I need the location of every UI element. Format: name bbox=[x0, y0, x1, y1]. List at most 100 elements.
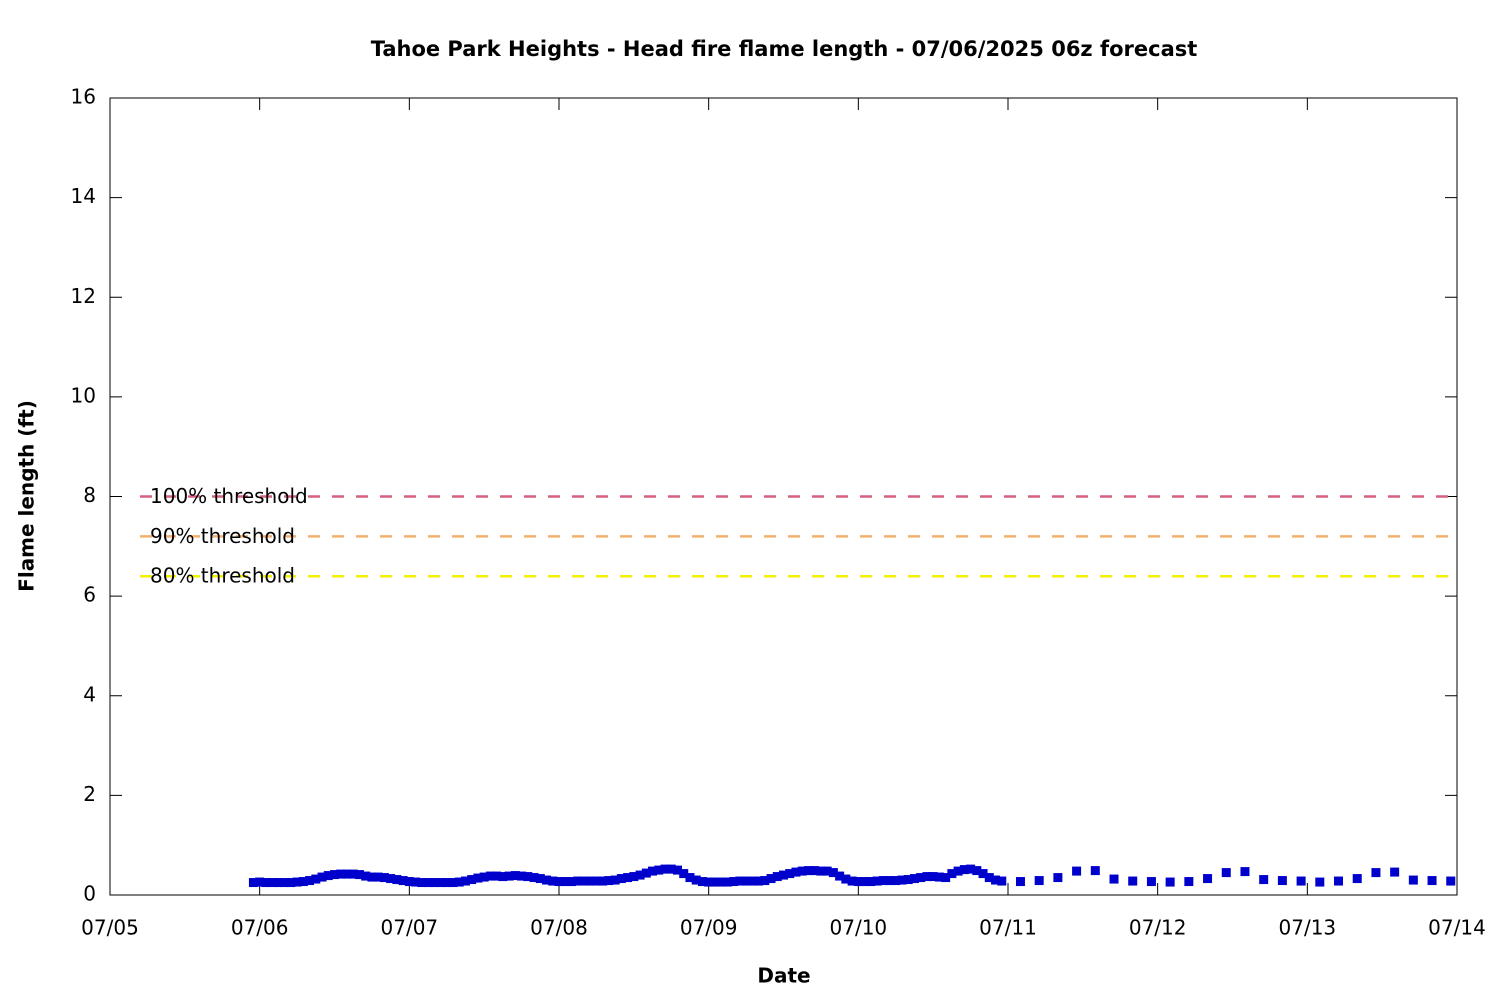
data-point bbox=[1109, 874, 1119, 884]
data-point bbox=[1128, 876, 1138, 886]
data-point bbox=[248, 878, 258, 888]
data-point bbox=[941, 873, 951, 883]
data-point bbox=[286, 878, 296, 888]
data-point bbox=[741, 876, 751, 886]
data-point bbox=[972, 866, 982, 876]
data-point bbox=[1315, 877, 1325, 887]
x-tick-label: 07/07 bbox=[381, 916, 439, 940]
y-tick-label: 14 bbox=[71, 184, 96, 208]
data-point bbox=[691, 875, 701, 885]
data-point bbox=[860, 877, 870, 887]
data-point bbox=[342, 869, 352, 879]
data-point bbox=[779, 870, 788, 880]
data-point bbox=[473, 873, 483, 883]
data-point bbox=[323, 871, 333, 881]
data-point bbox=[1277, 876, 1287, 886]
data-point bbox=[317, 872, 327, 882]
data-point bbox=[529, 873, 539, 883]
data-point bbox=[392, 875, 402, 885]
chart-title: Tahoe Park Heights - Head fire flame len… bbox=[371, 37, 1198, 61]
data-point bbox=[336, 869, 346, 879]
data-point bbox=[903, 875, 913, 885]
data-point bbox=[498, 872, 508, 882]
x-axis-label: Date bbox=[757, 964, 810, 988]
data-point bbox=[591, 876, 601, 886]
data-point bbox=[710, 877, 720, 887]
data-point bbox=[398, 876, 408, 886]
data-point bbox=[791, 867, 801, 877]
data-point bbox=[654, 865, 664, 875]
data-point bbox=[1072, 866, 1082, 876]
data-point bbox=[978, 869, 988, 879]
data-point bbox=[411, 877, 421, 887]
data-point bbox=[560, 877, 570, 887]
data-point bbox=[1408, 875, 1418, 885]
data-point bbox=[585, 876, 595, 886]
data-point bbox=[566, 877, 576, 887]
data-point bbox=[835, 871, 845, 881]
y-tick-label: 8 bbox=[83, 483, 96, 507]
data-point bbox=[1090, 866, 1100, 876]
y-tick-label: 12 bbox=[71, 284, 96, 308]
data-point bbox=[1427, 876, 1437, 886]
y-tick-label: 6 bbox=[83, 583, 96, 607]
data-point bbox=[298, 877, 308, 887]
data-point bbox=[460, 876, 470, 886]
data-point bbox=[510, 871, 520, 881]
y-tick-label: 16 bbox=[71, 85, 96, 109]
data-point bbox=[685, 873, 695, 883]
data-point bbox=[485, 871, 495, 881]
data-point bbox=[966, 864, 976, 874]
data-point bbox=[417, 878, 427, 888]
data-point bbox=[479, 872, 489, 882]
data-point bbox=[1146, 877, 1156, 887]
data-point bbox=[436, 878, 446, 888]
data-point bbox=[766, 874, 776, 884]
data-point bbox=[504, 871, 514, 881]
y-tick-label: 0 bbox=[83, 882, 96, 906]
threshold-label: 100% threshold bbox=[150, 484, 308, 508]
data-point bbox=[616, 874, 626, 884]
data-point bbox=[841, 874, 851, 884]
data-point bbox=[928, 872, 938, 882]
threshold-label: 90% threshold bbox=[150, 524, 295, 548]
data-point bbox=[735, 876, 745, 886]
data-point bbox=[348, 869, 358, 879]
data-point bbox=[354, 870, 364, 880]
data-point bbox=[1015, 877, 1025, 887]
data-point bbox=[716, 877, 726, 887]
data-point bbox=[909, 874, 919, 884]
data-point bbox=[897, 875, 907, 885]
data-point bbox=[747, 876, 757, 886]
data-point bbox=[1390, 867, 1400, 877]
data-point bbox=[1203, 874, 1213, 884]
data-point bbox=[997, 876, 1007, 886]
x-tick-label: 07/06 bbox=[231, 916, 289, 940]
data-point bbox=[878, 876, 888, 886]
data-point bbox=[429, 878, 439, 888]
data-point bbox=[367, 872, 377, 882]
x-tick-label: 07/10 bbox=[830, 916, 888, 940]
data-point bbox=[885, 876, 895, 886]
data-point bbox=[803, 866, 813, 876]
data-point bbox=[648, 866, 658, 876]
data-point bbox=[442, 878, 452, 888]
data-point bbox=[866, 877, 876, 887]
data-point bbox=[754, 876, 764, 886]
data-point bbox=[797, 866, 807, 876]
data-point bbox=[423, 878, 433, 888]
data-point bbox=[267, 878, 277, 888]
x-tick-label: 07/08 bbox=[530, 916, 588, 940]
data-point bbox=[666, 864, 676, 874]
data-point bbox=[679, 869, 689, 879]
data-point bbox=[1352, 874, 1362, 884]
data-point bbox=[517, 871, 527, 881]
data-point bbox=[330, 870, 339, 880]
data-point bbox=[816, 866, 826, 876]
threshold-label: 80% threshold bbox=[150, 564, 295, 588]
data-point bbox=[379, 873, 389, 883]
y-tick-label: 4 bbox=[83, 682, 96, 706]
data-point bbox=[641, 868, 651, 878]
